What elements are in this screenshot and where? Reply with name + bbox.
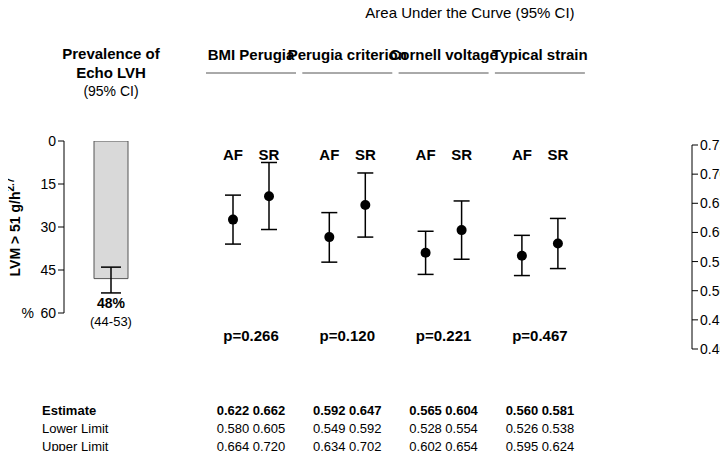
svg-text:p=0.266: p=0.266 (223, 327, 278, 344)
svg-text:Upper Limit: Upper Limit (42, 439, 109, 451)
svg-text:Perugia criterion: Perugia criterion (288, 46, 407, 63)
svg-text:0.720: 0.720 (253, 439, 286, 451)
svg-text:0.604: 0.604 (445, 403, 478, 418)
svg-text:0.654: 0.654 (445, 439, 478, 451)
svg-text:0.526: 0.526 (506, 421, 539, 436)
svg-text:15: 15 (40, 176, 56, 192)
svg-text:0.664: 0.664 (217, 439, 250, 451)
svg-text:0.565: 0.565 (409, 403, 442, 418)
svg-text:p=0.120: p=0.120 (320, 327, 375, 344)
svg-text:0.595: 0.595 (506, 439, 539, 451)
svg-text:60: 60 (40, 305, 56, 321)
svg-text:p=0.221: p=0.221 (416, 327, 471, 344)
svg-text:30: 30 (40, 219, 56, 235)
svg-text:0.60: 0.60 (700, 224, 720, 240)
svg-text:0.55: 0.55 (700, 254, 720, 270)
svg-text:p=0.467: p=0.467 (512, 327, 567, 344)
svg-text:0.538: 0.538 (542, 421, 575, 436)
html-text:Prevalence of Echo LVH: Prevalence of Echo LVH (62, 45, 160, 81)
svg-text:0.560: 0.560 (506, 403, 539, 418)
svg-text:SR: SR (259, 146, 280, 163)
svg-text:0.702: 0.702 (349, 439, 382, 451)
svg-text:0.75: 0.75 (700, 137, 720, 153)
svg-text:0.40: 0.40 (700, 341, 720, 357)
svg-text:0.602: 0.602 (409, 439, 442, 451)
svg-text:0: 0 (48, 133, 56, 149)
svg-text:LVM > 51 g/h2.7: LVM > 51 g/h2.7 (8, 177, 23, 276)
svg-text:(44-53): (44-53) (90, 314, 132, 329)
svg-text:0.647: 0.647 (349, 403, 382, 418)
svg-text:0.622: 0.622 (217, 403, 250, 418)
svg-text:AF: AF (416, 146, 436, 163)
svg-text:0.624: 0.624 (542, 439, 575, 451)
svg-text:0.45: 0.45 (700, 312, 720, 328)
svg-text:SR: SR (355, 146, 376, 163)
svg-text:Cornell voltage: Cornell voltage (389, 46, 497, 63)
svg-text:Area Under the Curve (95% CI): Area Under the Curve (95% CI) (365, 8, 574, 21)
svg-text:SR: SR (451, 146, 472, 163)
svg-text:0.592: 0.592 (313, 403, 346, 418)
svg-text:0.554: 0.554 (445, 421, 478, 436)
svg-text:BMI Perugia: BMI Perugia (208, 46, 295, 63)
svg-text:Lower Limit: Lower Limit (42, 421, 109, 436)
svg-text:AF: AF (512, 146, 532, 163)
svg-text:0.605: 0.605 (253, 421, 286, 436)
svg-text:0.549: 0.549 (313, 421, 346, 436)
svg-text:45: 45 (40, 262, 56, 278)
svg-text:0.580: 0.580 (217, 421, 250, 436)
svg-text:Typical strain: Typical strain (492, 46, 588, 63)
svg-text:0.70: 0.70 (700, 166, 720, 182)
svg-text:Estimate: Estimate (42, 403, 96, 418)
svg-text:0.581: 0.581 (542, 403, 575, 418)
svg-text:0.65: 0.65 (700, 195, 720, 211)
svg-text:SR: SR (547, 146, 568, 163)
svg-text:%: % (22, 305, 34, 321)
html-text:(95% CI): (95% CI) (83, 83, 139, 99)
svg-text:0.50: 0.50 (700, 283, 720, 299)
svg-text:AF: AF (223, 146, 243, 163)
svg-text:AF: AF (319, 146, 339, 163)
svg-text:0.528: 0.528 (409, 421, 442, 436)
svg-text:0.662: 0.662 (253, 403, 286, 418)
svg-text:0.634: 0.634 (313, 439, 346, 451)
svg-text:0.592: 0.592 (349, 421, 382, 436)
svg-text:48%: 48% (97, 295, 126, 311)
